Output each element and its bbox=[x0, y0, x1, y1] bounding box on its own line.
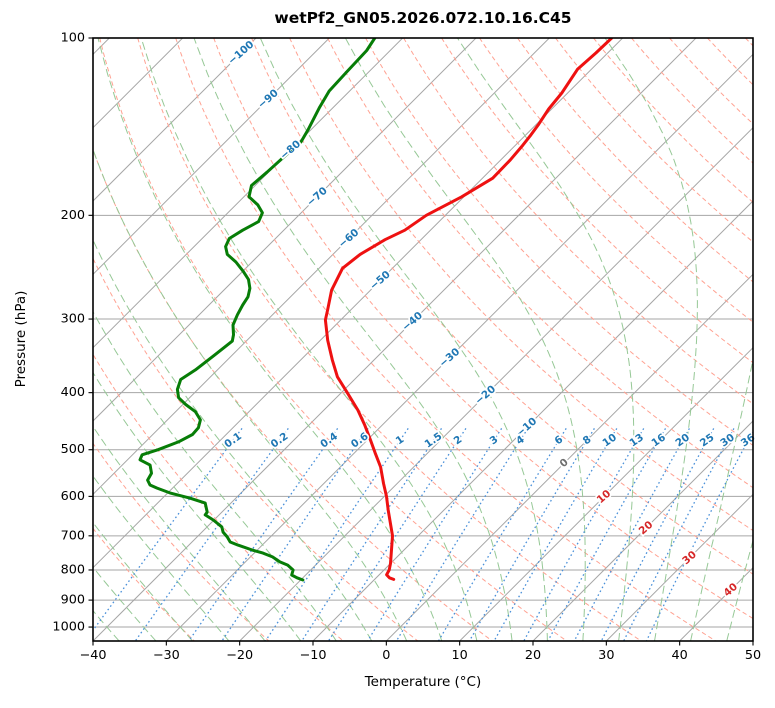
svg-text:−20: −20 bbox=[226, 648, 253, 663]
svg-text:25: 25 bbox=[698, 431, 717, 449]
x-axis-label: Temperature (°C) bbox=[364, 674, 482, 690]
svg-text:100: 100 bbox=[61, 31, 85, 46]
svg-text:500: 500 bbox=[61, 442, 85, 457]
svg-text:−30: −30 bbox=[153, 648, 180, 663]
svg-text:16: 16 bbox=[649, 431, 668, 449]
svg-text:−10: −10 bbox=[299, 648, 326, 663]
svg-text:40: 40 bbox=[672, 648, 688, 663]
svg-text:30: 30 bbox=[598, 648, 614, 663]
svg-text:36: 36 bbox=[739, 431, 758, 449]
svg-text:900: 900 bbox=[61, 593, 85, 608]
svg-text:−100: −100 bbox=[226, 38, 257, 67]
svg-text:700: 700 bbox=[61, 528, 85, 543]
temperature-curve bbox=[323, 38, 614, 581]
svg-text:1000: 1000 bbox=[52, 620, 85, 635]
svg-text:300: 300 bbox=[61, 312, 85, 327]
svg-text:10: 10 bbox=[452, 648, 468, 663]
svg-text:6: 6 bbox=[552, 433, 565, 447]
svg-text:200: 200 bbox=[61, 208, 85, 223]
plot-area bbox=[93, 38, 753, 641]
svg-text:800: 800 bbox=[61, 562, 85, 577]
svg-text:0.4: 0.4 bbox=[318, 430, 340, 450]
svg-text:20: 20 bbox=[673, 431, 692, 449]
svg-text:13: 13 bbox=[627, 431, 646, 449]
svg-text:50: 50 bbox=[745, 648, 761, 663]
svg-text:−40: −40 bbox=[79, 648, 106, 663]
dewpoint-curve bbox=[138, 38, 377, 582]
svg-text:400: 400 bbox=[61, 385, 85, 400]
chart-title: wetPf2_GN05.2026.072.10.16.C45 bbox=[274, 9, 572, 27]
svg-text:0: 0 bbox=[382, 648, 390, 663]
svg-text:20: 20 bbox=[525, 648, 541, 663]
svg-text:10: 10 bbox=[600, 431, 619, 449]
svg-text:3: 3 bbox=[488, 433, 501, 447]
svg-text:600: 600 bbox=[61, 489, 85, 504]
svg-text:1: 1 bbox=[394, 433, 407, 447]
